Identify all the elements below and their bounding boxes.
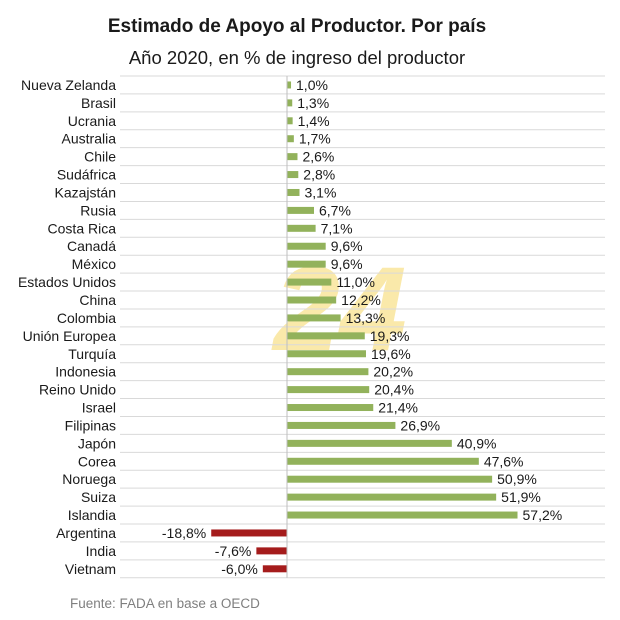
category-label: Ucrania [68,113,116,129]
bar-21 [287,457,479,465]
bar-17 [287,386,370,394]
bar-24 [287,511,518,519]
value-label: 13,3% [346,310,386,326]
category-label: Rusia [80,202,116,218]
bar-18 [287,404,374,412]
category-label: Corea [78,453,116,469]
bar-10 [287,260,326,268]
category-label: India [86,543,117,559]
category-label: Argentina [56,525,116,541]
value-label: 20,2% [373,364,413,380]
bar-16 [287,368,369,376]
bar-1 [287,99,293,107]
value-label: 19,3% [370,328,410,344]
bar-14 [287,332,365,340]
chart-title: Estimado de Apoyo al Productor. Por país [108,16,486,37]
category-label: Canadá [67,238,116,254]
bar-5 [287,171,299,179]
bar-13 [287,314,341,322]
value-label: 2,6% [302,149,334,165]
value-label: 51,9% [501,489,541,505]
bar-3 [287,135,294,143]
value-label: 1,4% [298,113,330,129]
value-label: 47,6% [484,453,524,469]
category-label: China [79,292,116,308]
value-label: 12,2% [341,292,381,308]
bar-4 [287,153,298,161]
value-label: 26,9% [400,417,440,433]
bar-26 [256,547,287,555]
source-note: Fuente: FADA en base a OECD [70,596,260,611]
category-label: Suiza [81,489,116,505]
bar-20 [287,439,452,447]
value-label: 9,6% [331,238,363,254]
value-label: 1,0% [296,77,328,93]
category-label: Japón [78,435,116,451]
value-label: 50,9% [497,471,537,487]
category-label: Israel [82,400,116,416]
bar-23 [287,493,497,501]
value-label: -6,0% [221,561,258,577]
gridlines [120,75,605,579]
value-label: 9,6% [331,256,363,272]
category-label: Brasil [81,95,116,111]
value-label: 20,4% [374,382,414,398]
value-label: 1,3% [297,95,329,111]
bars [211,81,518,573]
category-label: Noruega [62,471,116,487]
category-label: Colombia [57,310,116,326]
chart-subtitle: Año 2020, en % de ingreso del productor [129,47,465,68]
category-label: Estados Unidos [18,274,116,290]
value-label: 6,7% [319,202,351,218]
bar-9 [287,242,326,250]
bar-0 [287,81,292,89]
bar-22 [287,475,493,483]
bar-27 [262,565,287,573]
bar-6 [287,188,300,196]
category-label: Filipinas [65,417,116,433]
value-label: 40,9% [457,435,497,451]
category-label: Kazajstán [55,184,116,200]
value-label: 7,1% [321,220,353,236]
category-label: Turquía [68,346,116,362]
bar-12 [287,296,337,304]
category-label: Costa Rica [48,220,117,236]
category-label: Islandia [68,507,116,523]
value-label: 21,4% [378,400,418,416]
value-label: 19,6% [371,346,411,362]
category-label: México [72,256,117,272]
value-label: 2,8% [303,167,335,183]
value-label: -7,6% [215,543,252,559]
value-label: 3,1% [304,184,336,200]
value-label: 57,2% [523,507,563,523]
value-labels: 1,0% 1,3% 1,4% 1,7% 2,6% 2,8%3,1% 6,7% 7,1% 9,6%… [162,77,562,577]
category-label: Sudáfrica [57,167,116,183]
bar-7 [287,206,315,214]
value-label: 11,0% [336,274,375,290]
category-label: Nueva Zelanda [21,77,116,93]
category-label: Indonesia [55,364,116,380]
category-label: Vietnam [65,561,116,577]
bar-2 [287,117,293,125]
category-label: Reino Unido [39,382,116,398]
bar-19 [287,421,396,429]
value-label: -18,8% [162,525,206,541]
bar-11 [287,278,332,286]
category-label: Unión Europea [23,328,117,344]
bar-25 [211,529,287,537]
bar-8 [287,224,316,232]
category-labels: Nueva Zelanda Brasil Ucrania Australia Chile… [18,77,116,577]
category-label: Chile [84,149,116,165]
value-label: 1,7% [299,131,331,147]
category-label: Australia [62,131,117,147]
bar-15 [287,350,366,358]
